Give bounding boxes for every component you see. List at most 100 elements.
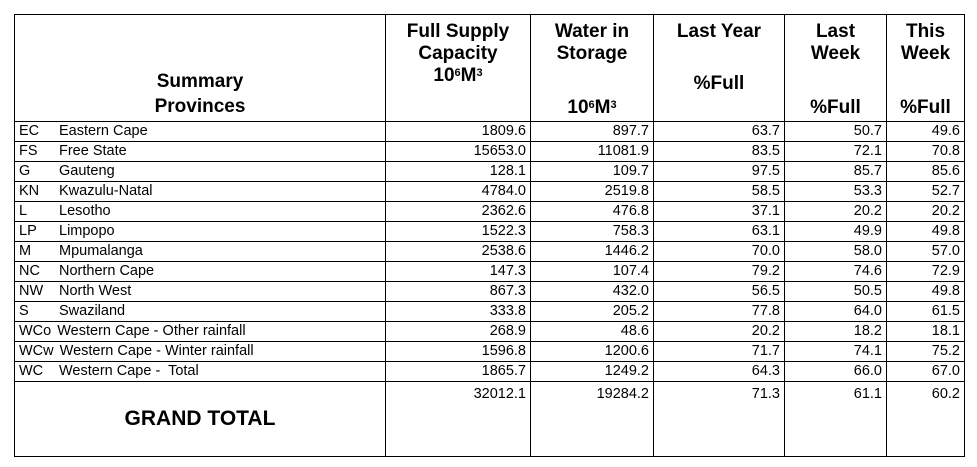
province-code: WCo — [19, 323, 52, 339]
province-code: S — [19, 303, 29, 319]
header-this-week-full: This Week %Full — [886, 14, 965, 122]
province-code: G — [19, 163, 31, 179]
water-in-storage-cell: 1446.2 — [530, 241, 654, 262]
province-name-cell: S Swaziland — [14, 301, 386, 322]
last-week-full-cell: 18.2 — [784, 321, 887, 342]
province-name: Swaziland — [59, 303, 126, 319]
province-name: Mpumalanga — [59, 243, 143, 259]
water-in-storage-cell: 897.7 — [530, 121, 654, 142]
province-row: WC Western Cape - Total 1865.7 1249.2 64.3 66… — [14, 361, 965, 382]
province-name: Eastern Cape — [59, 123, 148, 139]
this-week-full-cell: 52.7 — [886, 181, 965, 202]
last-year-full-cell: 56.5 — [653, 281, 785, 302]
province-name-cell: L Lesotho — [14, 201, 386, 222]
last-year-full-cell: 37.1 — [653, 201, 785, 222]
full-supply-capacity-cell: 147.3 — [385, 261, 531, 282]
water-in-storage-cell: 11081.9 — [530, 141, 654, 162]
province-code: FS — [19, 143, 38, 159]
province-code: EC — [19, 123, 40, 139]
header-ly-line2: %Full — [693, 73, 745, 94]
header-last-week-full: Last Week %Full — [784, 14, 887, 122]
province-row: L Lesotho 2362.6 476.8 37.1 20.2 20.2 — [14, 201, 965, 222]
province-name: Western Cape - Winter rainfall — [59, 343, 254, 359]
province-name: Free State — [59, 143, 127, 159]
province-name-cell: LP Limpopo — [14, 221, 386, 242]
water-in-storage-cell: 1200.6 — [530, 341, 654, 362]
water-in-storage-cell: 432.0 — [530, 281, 654, 302]
province-row: S Swaziland 333.8 205.2 77.8 64.0 61.5 — [14, 301, 965, 322]
dam-summary-table: Summary Provinces Full Supply Capacity 1… — [14, 14, 965, 457]
water-in-storage-cell: 109.7 — [530, 161, 654, 182]
this-week-full-cell: 57.0 — [886, 241, 965, 262]
province-row: NW North West 867.3 432.0 56.5 50.5 49.8 — [14, 281, 965, 302]
last-week-full-cell: 74.6 — [784, 261, 887, 282]
last-year-full-cell: 71.7 — [653, 341, 785, 362]
header-tw-line2: Week — [900, 43, 951, 64]
province-name-cell: WC Western Cape - Total — [14, 361, 386, 382]
province-row: LP Limpopo 1522.3 758.3 63.1 49.9 49.8 — [14, 221, 965, 242]
this-week-full-cell: 70.8 — [886, 141, 965, 162]
province-row: NC Northern Cape 147.3 107.4 79.2 74.6 72.9 — [14, 261, 965, 282]
province-name: Kwazulu-Natal — [59, 183, 153, 199]
province-name-cell: NW North West — [14, 281, 386, 302]
last-week-full-cell: 66.0 — [784, 361, 887, 382]
last-week-full-cell: 53.3 — [784, 181, 887, 202]
grand-total-row: GRAND TOTAL 32012.1 19284.2 71.3 61.1 60… — [14, 381, 965, 457]
last-year-full-cell: 97.5 — [653, 161, 785, 182]
last-year-full-cell: 63.1 — [653, 221, 785, 242]
header-fsc-line1: Full Supply — [406, 21, 510, 42]
full-supply-capacity-cell: 1809.6 — [385, 121, 531, 142]
header-fsc-line2: Capacity — [418, 43, 498, 64]
water-in-storage-cell: 1249.2 — [530, 361, 654, 382]
province-row: EC Eastern Cape 1809.6 897.7 63.7 50.7 49.6 — [14, 121, 965, 142]
this-week-full-cell: 49.6 — [886, 121, 965, 142]
header-tw-line3: %Full — [900, 97, 951, 118]
grand-total-lw: 61.1 — [784, 381, 887, 457]
header-full-supply-capacity: Full Supply Capacity 106M3 — [385, 14, 531, 122]
province-code: M — [19, 243, 32, 259]
last-week-full-cell: 58.0 — [784, 241, 887, 262]
this-week-full-cell: 75.2 — [886, 341, 965, 362]
last-year-full-cell: 77.8 — [653, 301, 785, 322]
province-name-cell: WCo Western Cape - Other rainfall — [14, 321, 386, 342]
full-supply-capacity-cell: 1522.3 — [385, 221, 531, 242]
province-row: FS Free State 15653.0 11081.9 83.5 72.1 70.8 — [14, 141, 965, 162]
province-name-cell: FS Free State — [14, 141, 386, 162]
province-name-cell: EC Eastern Cape — [14, 121, 386, 142]
this-week-full-cell: 61.5 — [886, 301, 965, 322]
province-code: WCw — [19, 343, 54, 359]
header-row: Summary Provinces Full Supply Capacity 1… — [14, 14, 965, 122]
header-last-year-full: Last Year %Full — [653, 14, 785, 122]
full-supply-capacity-cell: 2362.6 — [385, 201, 531, 222]
this-week-full-cell: 49.8 — [886, 281, 965, 302]
header-summary-label: Summary — [156, 71, 244, 92]
full-supply-capacity-cell: 1596.8 — [385, 341, 531, 362]
header-tw-line1: This — [905, 21, 946, 42]
province-name: Limpopo — [59, 223, 115, 239]
province-name-cell: NC Northern Cape — [14, 261, 386, 282]
province-name: North West — [59, 283, 132, 299]
water-in-storage-cell: 758.3 — [530, 221, 654, 242]
header-lw-line1: Last — [815, 21, 856, 42]
full-supply-capacity-cell: 867.3 — [385, 281, 531, 302]
last-year-full-cell: 70.0 — [653, 241, 785, 262]
full-supply-capacity-cell: 1865.7 — [385, 361, 531, 382]
province-code: KN — [19, 183, 40, 199]
province-code: WC — [19, 363, 44, 379]
this-week-full-cell: 72.9 — [886, 261, 965, 282]
last-week-full-cell: 50.5 — [784, 281, 887, 302]
province-name-cell: WCw Western Cape - Winter rainfall — [14, 341, 386, 362]
header-wis-line1: Water in — [554, 21, 630, 42]
province-row: WCw Western Cape - Winter rainfall 1596.8 1… — [14, 341, 965, 362]
full-supply-capacity-cell: 4784.0 — [385, 181, 531, 202]
last-week-full-cell: 64.0 — [784, 301, 887, 322]
water-in-storage-cell: 2519.8 — [530, 181, 654, 202]
province-code: NC — [19, 263, 40, 279]
last-week-full-cell: 50.7 — [784, 121, 887, 142]
province-name-cell: G Gauteng — [14, 161, 386, 182]
grand-total-ly: 71.3 — [653, 381, 785, 457]
province-row: M Mpumalanga 2538.6 1446.2 70.0 58.0 57.0 — [14, 241, 965, 262]
water-in-storage-cell: 48.6 — [530, 321, 654, 342]
grand-total-wis: 19284.2 — [530, 381, 654, 457]
header-provinces-label: Provinces — [154, 96, 246, 117]
